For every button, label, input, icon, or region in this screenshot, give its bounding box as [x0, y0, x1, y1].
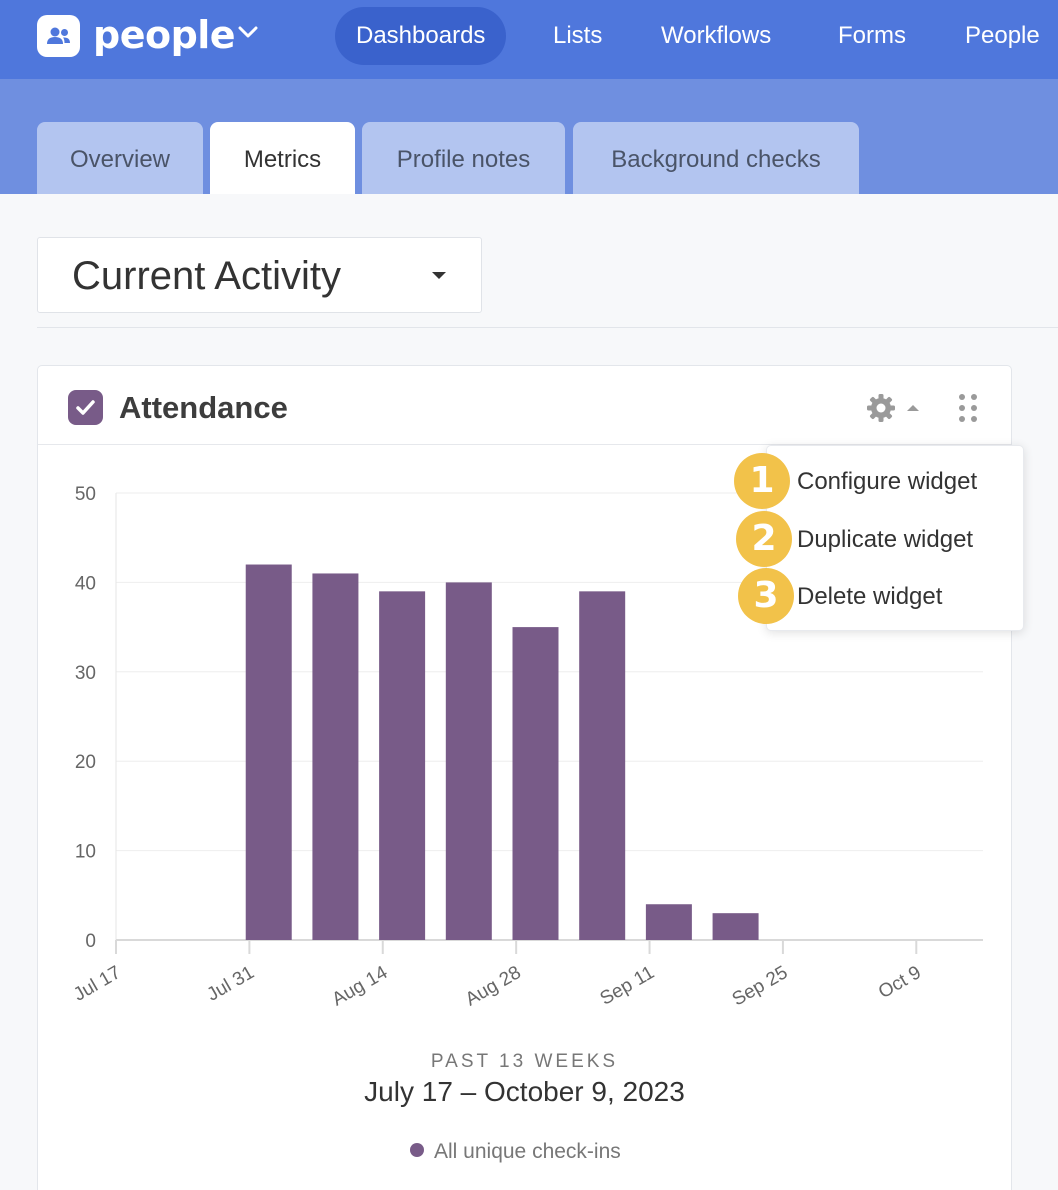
bar [712, 913, 759, 940]
widget-options-menu: Configure widget Duplicate widget Delete… [766, 445, 1024, 631]
legend-swatch [410, 1143, 424, 1157]
x-tick-label: Jul 31 [203, 962, 257, 1006]
y-tick-label: 40 [75, 573, 96, 594]
x-tick-label: Aug 14 [329, 962, 392, 1011]
step-badge-1: 1 [734, 453, 790, 509]
date-range: July 17 – October 9, 2023 [364, 1076, 685, 1107]
bar [312, 573, 359, 940]
y-tick-label: 30 [75, 663, 96, 684]
nav-item-people[interactable]: People [965, 22, 1040, 49]
widget-header: Attendance [38, 366, 1011, 445]
top-navigation: people Dashboards Lists Workflows Forms … [0, 0, 1058, 79]
y-tick-label: 0 [85, 931, 96, 952]
step-badge-2: 2 [736, 511, 792, 567]
x-tick-label: Sep 11 [597, 962, 658, 1010]
bar [579, 591, 626, 940]
tab-metrics[interactable]: Metrics [210, 122, 355, 194]
chevron-down-icon[interactable] [237, 25, 259, 39]
y-tick-label: 50 [75, 484, 96, 505]
legend-label: All unique check-ins [434, 1140, 621, 1163]
period-label: PAST 13 WEEKS [430, 1051, 619, 1072]
caret-down-icon [432, 272, 446, 279]
tab-overview[interactable]: Overview [37, 122, 203, 194]
menu-item-delete-widget[interactable]: Delete widget [797, 583, 943, 610]
x-tick-label: Aug 28 [462, 962, 525, 1010]
dashboard-select[interactable]: Current Activity [37, 237, 482, 313]
x-tick-label: Sep 25 [729, 962, 792, 1010]
tab-background-checks[interactable]: Background checks [573, 122, 859, 194]
nav-item-lists[interactable]: Lists [553, 22, 603, 49]
section-divider [37, 327, 1058, 328]
nav-item-forms[interactable]: Forms [838, 22, 906, 49]
nav-item-dashboards[interactable]: Dashboards [335, 7, 507, 65]
bar [512, 627, 559, 940]
chart-legend: All unique check-ins [410, 1140, 621, 1164]
dashboard-select-value: Current Activity [72, 254, 341, 298]
caret-up-icon[interactable] [906, 404, 920, 412]
bar [379, 591, 426, 940]
widget-title: Attendance [119, 390, 288, 425]
y-tick-label: 10 [75, 842, 96, 863]
bar [245, 564, 292, 940]
gear-icon[interactable] [866, 393, 896, 423]
bar [645, 904, 692, 940]
x-tick-label: Jul 17 [70, 962, 124, 1006]
tab-profile-notes[interactable]: Profile notes [362, 122, 565, 194]
menu-item-duplicate-widget[interactable]: Duplicate widget [797, 526, 974, 553]
step-badge-3: 3 [738, 568, 794, 624]
checkbox-checked-icon [68, 390, 103, 425]
app-brand-name[interactable]: people [93, 13, 236, 57]
y-tick-label: 20 [75, 752, 96, 773]
x-tick-label: Oct 9 [875, 962, 925, 1003]
bar [445, 582, 492, 940]
profile-tabs-bar: Overview Metrics Profile notes Backgroun… [0, 79, 1058, 194]
people-logo-icon[interactable] [37, 15, 80, 57]
drag-handle-icon[interactable] [956, 392, 980, 424]
nav-item-workflows[interactable]: Workflows [661, 22, 772, 49]
menu-item-configure-widget[interactable]: Configure widget [797, 468, 978, 495]
